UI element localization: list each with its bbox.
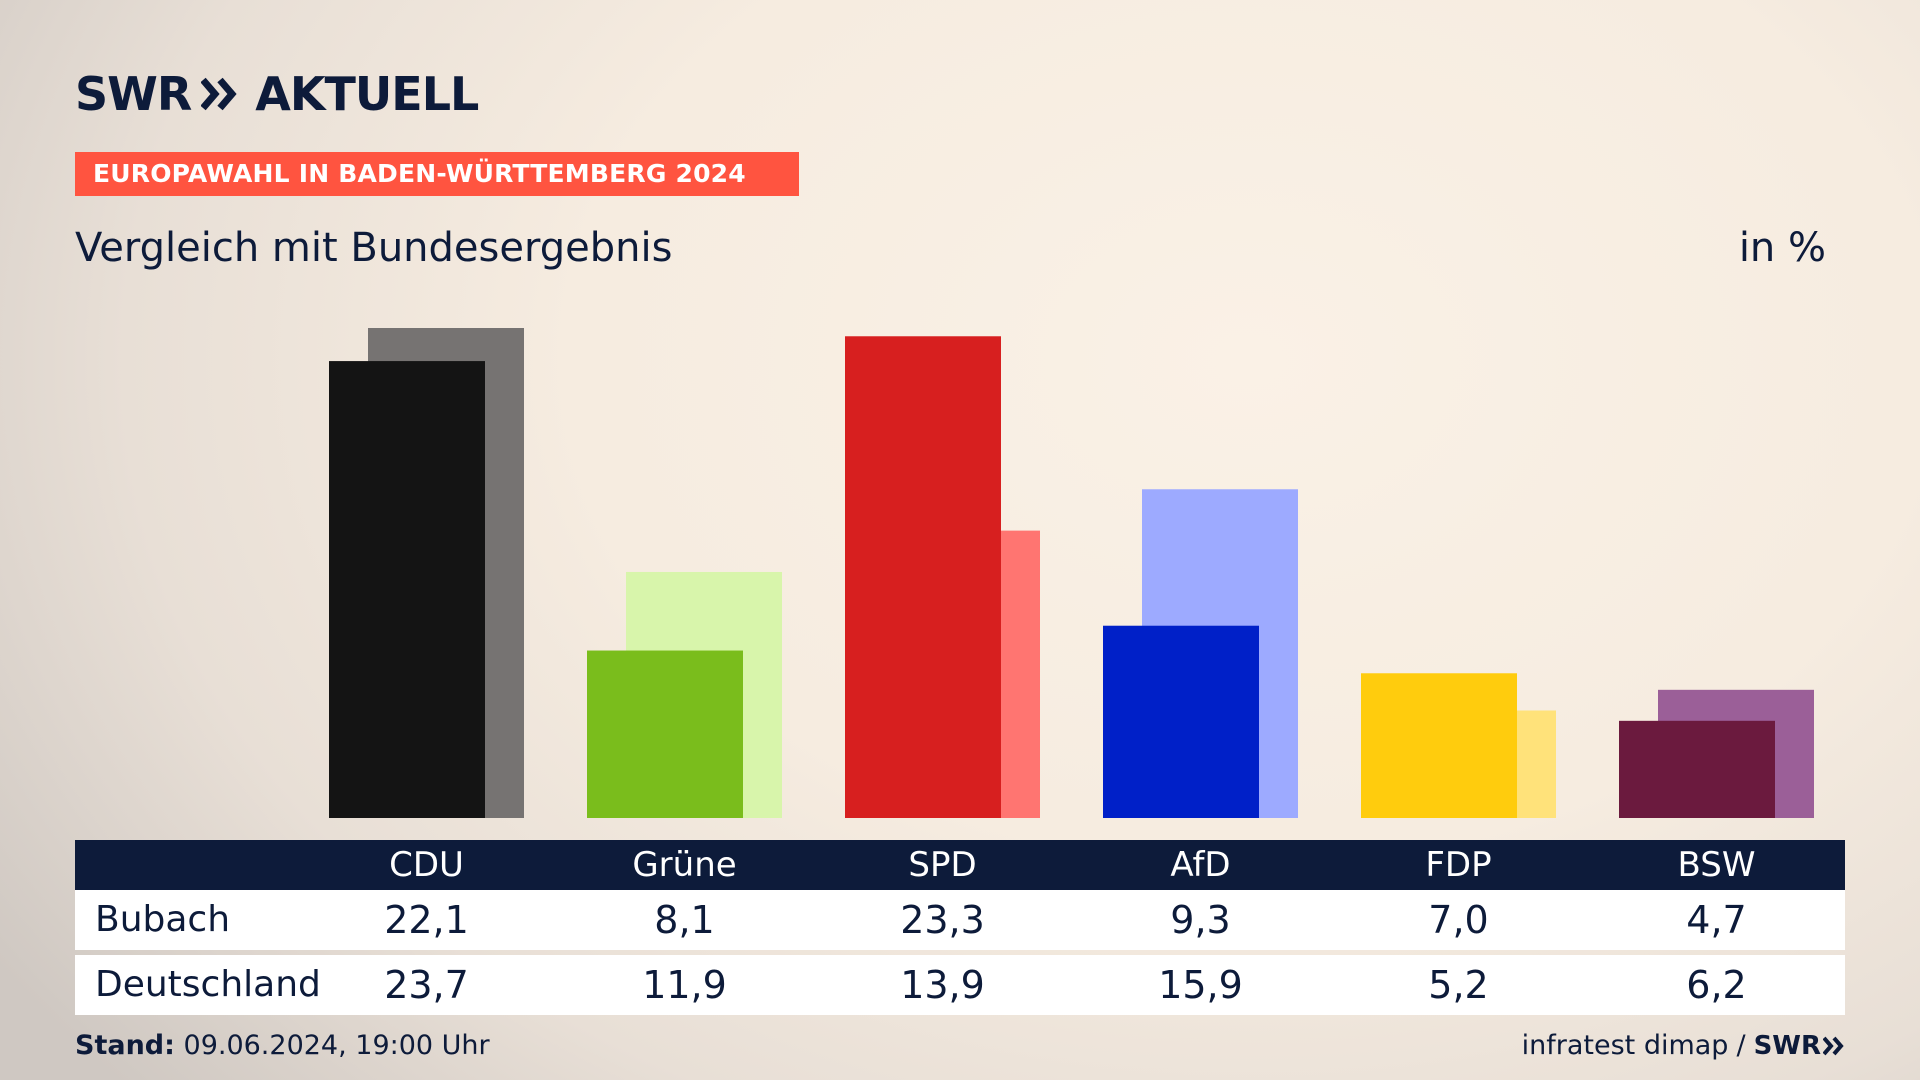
brand-product-text: AKTUELL: [255, 67, 479, 121]
table-cell: 11,9: [642, 963, 727, 1007]
results-table: CDU Grüne SPD AfD FDP BSW Bubach 22,1 8,1 23,3 9…: [75, 840, 1845, 1015]
stand-label: Stand:: [75, 1030, 175, 1061]
swr-small-logo: SWR: [1754, 1028, 1845, 1064]
swr-aktuell-logo: SWR AKTUELL: [75, 66, 479, 122]
source-name: infratest dimap: [1521, 1030, 1729, 1061]
column-header-cdu: CDU: [389, 845, 464, 885]
table-cell: 23,3: [900, 898, 985, 942]
bar-bubach-grüne: [587, 650, 743, 818]
double-chevron-icon: [201, 76, 239, 112]
column-header-fdp: FDP: [1425, 845, 1492, 885]
brand-text: SWR: [75, 67, 192, 121]
table-cell: 15,9: [1158, 963, 1243, 1007]
source-credit: infratest dimap / SWR: [1522, 1028, 1845, 1064]
unit-label: in %: [1738, 225, 1826, 271]
row-label-bubach: Bubach: [95, 899, 231, 940]
table-cell: 7,0: [1428, 898, 1489, 942]
source-separator: /: [1736, 1030, 1746, 1061]
column-header-bsw: BSW: [1677, 845, 1756, 885]
table-cell: 8,1: [654, 898, 715, 942]
double-chevron-small-icon: [1823, 1036, 1844, 1056]
column-header-grüne: Grüne: [632, 845, 737, 885]
chart-title: Vergleich mit Bundesergebnis: [75, 225, 673, 271]
bar-bubach-spd: [845, 336, 1001, 818]
table-row: Bubach 22,1 8,1 23,3 9,3 7,0 4,7: [75, 890, 1845, 950]
swr-small-text: SWR: [1753, 1031, 1821, 1061]
table-cell: 9,3: [1170, 898, 1231, 942]
table-cell: 23,7: [384, 963, 469, 1007]
table-row: Deutschland 23,7 11,9 13,9 15,9 5,2 6,2: [75, 955, 1845, 1015]
table-cell: 13,9: [900, 963, 985, 1007]
bar-bubach-fdp: [1361, 673, 1517, 818]
table-cell: 5,2: [1428, 963, 1489, 1007]
bar-bubach-bsw: [1619, 720, 1775, 818]
column-header-afd: AfD: [1170, 845, 1231, 885]
table-cell: 22,1: [384, 898, 469, 942]
election-banner: EUROPAWAHL IN BADEN-WÜRTTEMBERG 2024: [75, 152, 799, 196]
bar-bubach-afd: [1103, 625, 1259, 818]
column-header-spd: SPD: [908, 845, 977, 885]
table-header: CDU Grüne SPD AfD FDP BSW: [75, 840, 1845, 890]
timestamp: Stand: 09.06.2024, 19:00 Uhr: [75, 1028, 490, 1064]
stand-value: 09.06.2024, 19:00 Uhr: [183, 1030, 490, 1061]
table-cell: 6,2: [1686, 963, 1747, 1007]
row-label-deutschland: Deutschland: [95, 964, 321, 1005]
bar-chart: [329, 328, 1814, 818]
table-cell: 4,7: [1686, 898, 1747, 942]
bar-bubach-cdu: [329, 361, 485, 818]
